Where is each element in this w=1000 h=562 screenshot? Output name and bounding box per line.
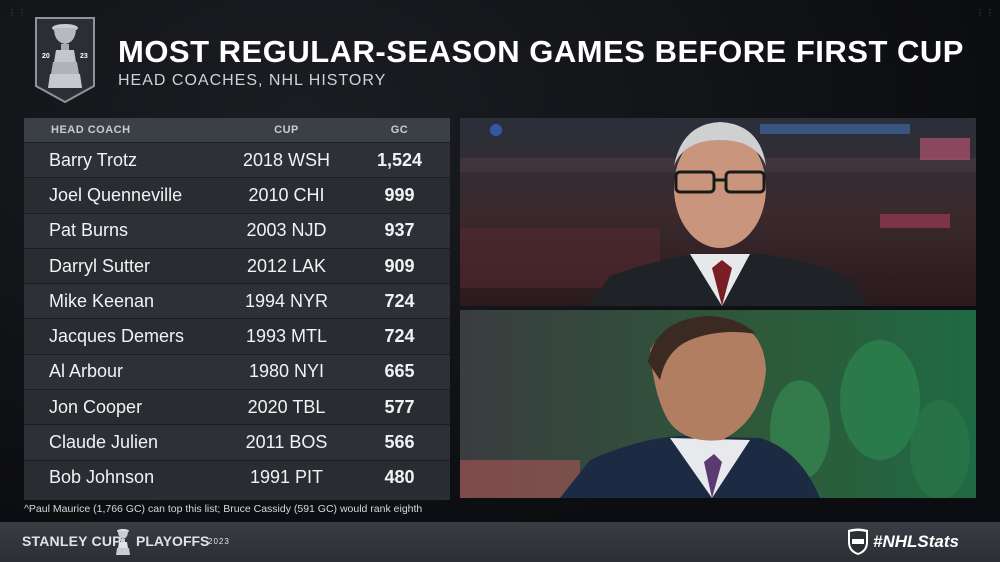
coach-name: Claude Julien [49,432,159,453]
hashtag: #NHLStats [873,532,959,551]
table-row: Joel Quenneville 2010 CHI 999 [24,177,450,213]
cup-year: 2018 WSH [242,149,331,170]
table-row: Jon Cooper 2020 TBL 577 [24,389,450,425]
badge-year-left: 20 [42,53,50,60]
coach-name: Al Arbour [49,361,124,382]
coach-name: Pat Burns [49,220,129,241]
coach-name: Bob Johnson [49,467,155,488]
footer-bar [0,522,1000,562]
cup-year: 2012 LAK [246,255,327,276]
cup-year: 2003 NJD [246,220,327,241]
column-header-coach: HEAD COACH [51,124,131,136]
stanley-cup-label: STANLEY CUP [22,533,122,549]
games-coached: 724 [384,290,415,311]
coach-name: Jon Cooper [49,396,143,417]
coach-name: Joel Quenneville [49,184,183,205]
playoffs-label: PLAYOFFS [136,533,210,549]
coach-name: Mike Keenan [49,290,155,311]
table-row: Mike Keenan 1994 NYR 724 [24,283,450,319]
games-coached: 999 [384,184,415,205]
games-coached: 566 [384,432,415,453]
games-coached: 937 [384,220,415,241]
coach-photo-bottom [460,310,976,498]
cup-year: 1994 NYR [244,290,329,311]
column-header-cup: CUP [274,124,299,136]
corner-dots: ⋮⋮ [8,8,28,17]
page-subtitle: HEAD COACHES, NHL HISTORY [118,72,387,89]
table-row: Pat Burns 2003 NJD 937 [24,212,450,248]
cup-year: 2020 TBL [247,396,326,417]
page-title: MOST REGULAR-SEASON GAMES BEFORE FIRST C… [118,34,964,69]
coach-name: Darryl Sutter [49,255,151,276]
coach-photo-top [460,118,976,306]
table-header: HEAD COACH CUP GC [24,118,450,142]
stanley-cup-icon [116,529,130,555]
table-row: Jacques Demers 1993 MTL 724 [24,318,450,354]
table-row: Barry Trotz 2018 WSH 1,524 [24,142,450,178]
cup-year: 1993 MTL [245,326,328,347]
games-coached: 665 [384,361,415,382]
table-row: Darryl Sutter 2012 LAK 909 [24,247,450,284]
table-row: Al Arbour 1980 NYI 665 [24,353,450,390]
nhl-shield-icon [848,528,868,555]
footnote: ^Paul Maurice (1,766 GC) can top this li… [24,503,423,515]
games-coached: 480 [384,467,415,488]
cup-year: 1991 PIT [249,467,324,488]
cup-year: 1980 NYI [248,361,325,382]
column-header-gc: GC [390,124,409,136]
corner-dots: ⋮⋮ [976,8,996,17]
games-coached: 577 [384,396,415,417]
table-row: Bob Johnson 1991 PIT 480 [24,459,450,495]
table-body: Barry Trotz 2018 WSH 1,524 Joel Quennevi… [24,142,450,495]
games-coached: 724 [384,326,415,347]
stanley-cup-icon: 20 23 [35,17,95,104]
games-coached: 1,524 [376,149,423,170]
cup-year: 2011 BOS [245,432,328,453]
badge-year-right: 23 [80,53,88,60]
cup-year: 2010 CHI [248,184,325,205]
games-coached: 909 [384,255,415,276]
coaches-table: HEAD COACH CUP GC Barry Trotz 2018 WSH 1… [24,118,450,500]
playoffs-year: 2023 [208,537,230,546]
coach-name: Barry Trotz [49,149,138,170]
table-row: Claude Julien 2011 BOS 566 [24,424,450,460]
coach-name: Jacques Demers [49,326,185,347]
